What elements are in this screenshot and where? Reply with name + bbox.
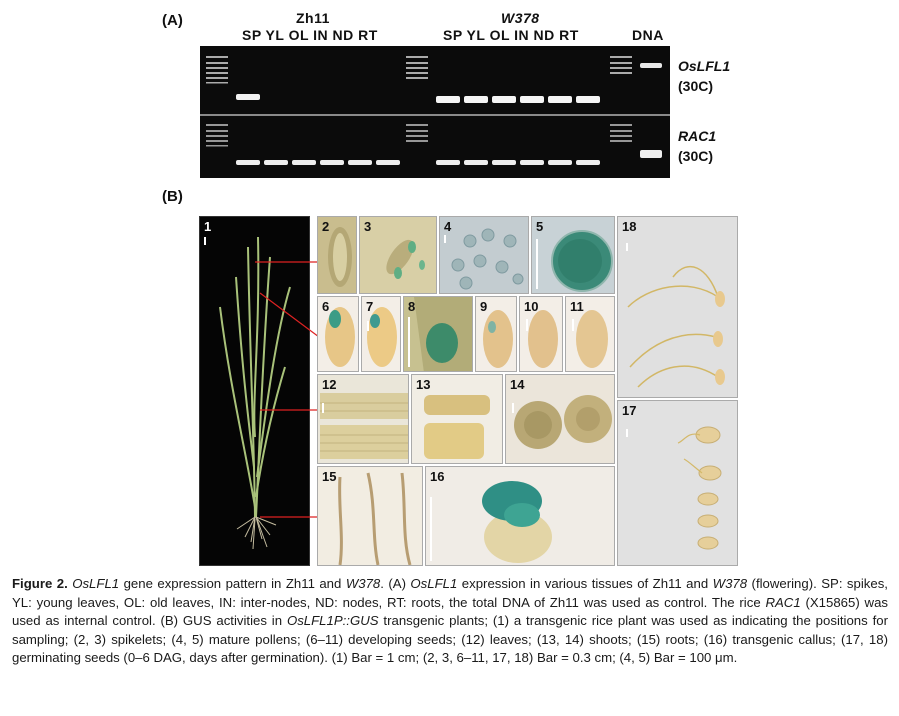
rac1-bands bbox=[236, 150, 662, 165]
ladder-left-bottom bbox=[206, 124, 228, 147]
gene-name-oslfl1: OsLFL1 bbox=[678, 58, 731, 74]
ladder-right-top bbox=[610, 56, 632, 74]
rice-plant-drawing bbox=[219, 236, 291, 550]
tile-number: 3 bbox=[364, 219, 372, 234]
caption-construct: OsLFL1P::GUS bbox=[286, 613, 379, 629]
tile-2-spikelet: 2 bbox=[317, 216, 357, 294]
tile-number: 7 bbox=[366, 299, 374, 314]
caption-text: (X15865) was used as internal control. (… bbox=[12, 594, 888, 629]
caption-strain: W378 bbox=[345, 576, 381, 591]
cycles-oslfl1: (30C) bbox=[678, 78, 714, 94]
ladder-left-top bbox=[206, 56, 228, 84]
dna-lane-label: DNA bbox=[632, 27, 664, 43]
tile-number: 17 bbox=[622, 403, 637, 418]
band-w378-ol-top bbox=[492, 96, 516, 103]
band-w378-in-top bbox=[520, 96, 544, 103]
caption-text: (flowering). SP: spikes, YL: young leave… bbox=[12, 576, 888, 610]
tile-1-whole-plant: 1 bbox=[199, 216, 310, 566]
caption-text: expression in various tissues of Zh11 an… bbox=[457, 576, 713, 591]
figure-caption: Figure 2. OsLFL1 gene expression pattern… bbox=[12, 575, 888, 668]
caption-strain: W378 bbox=[712, 576, 748, 591]
scale-bar bbox=[430, 497, 432, 561]
ladder-right-bottom bbox=[610, 124, 632, 142]
scale-bar bbox=[408, 317, 410, 367]
tile-14-shoot-sections: 14 bbox=[505, 374, 615, 464]
ladder-mid-top bbox=[406, 56, 428, 79]
caption-gene: OsLFL1 bbox=[72, 576, 120, 591]
tile-number: 12 bbox=[322, 377, 337, 392]
tile-11-seed: 11 bbox=[565, 296, 615, 372]
tile-13-shoots: 13 bbox=[411, 374, 503, 464]
tile-7-seed: 7 bbox=[361, 296, 401, 372]
scale-bar bbox=[626, 429, 628, 437]
band-zh11-sp-top bbox=[236, 94, 260, 100]
panel-b-label: (B) bbox=[162, 188, 183, 205]
w378-lane-labels: SP YL OL IN ND RT bbox=[443, 27, 579, 43]
scale-bar bbox=[512, 403, 514, 413]
tile-number: 8 bbox=[408, 299, 416, 314]
tile-number: 13 bbox=[416, 377, 431, 392]
tile-10-seed: 10 bbox=[519, 296, 563, 372]
tile-8-seed-closeup: 8 bbox=[403, 296, 473, 372]
zh11-group-label: Zh11 bbox=[296, 10, 330, 26]
band-w378-nd-top bbox=[548, 96, 572, 103]
tile-number: 9 bbox=[480, 299, 488, 314]
band-w378-yl-top bbox=[464, 96, 488, 103]
tile-15-roots: 15 bbox=[317, 466, 423, 566]
gene-label-oslfl1: OsLFL1 (30C) bbox=[678, 56, 730, 96]
ladder-mid-bottom bbox=[406, 124, 428, 142]
band-w378-rt-top bbox=[576, 96, 600, 103]
tile-number: 10 bbox=[524, 299, 539, 314]
scale-bar bbox=[626, 243, 628, 251]
caption-gene: RAC1 bbox=[765, 594, 801, 610]
tile-number: 5 bbox=[536, 219, 544, 234]
tile-9-seed: 9 bbox=[475, 296, 517, 372]
gene-name-rac1: RAC1 bbox=[678, 128, 717, 144]
scale-bar bbox=[536, 239, 538, 289]
tile-4-pollen: 4 bbox=[439, 216, 529, 294]
caption-text: . (A) bbox=[380, 576, 411, 591]
scale-bar bbox=[204, 237, 206, 245]
caption-figure-number: Figure 2. bbox=[12, 576, 68, 591]
scale-bar bbox=[526, 319, 528, 331]
band-dna-top bbox=[640, 63, 662, 68]
scale-bar bbox=[444, 235, 446, 243]
gene-label-rac1: RAC1 (30C) bbox=[678, 126, 716, 166]
tile-number: 18 bbox=[622, 219, 637, 234]
scale-bar bbox=[572, 319, 574, 331]
tile-3-spikelet: 3 bbox=[359, 216, 437, 294]
tile-6-seed: 6 bbox=[317, 296, 359, 372]
caption-text: transgenic plants; (1) a transgenic rice… bbox=[12, 613, 888, 666]
scale-bar bbox=[367, 321, 369, 331]
tile-number: 16 bbox=[430, 469, 445, 484]
zh11-lane-labels: SP YL OL IN ND RT bbox=[242, 27, 378, 43]
tile-number: 2 bbox=[322, 219, 330, 234]
gel-image bbox=[200, 46, 670, 178]
tile-number: 15 bbox=[322, 469, 337, 484]
tile-18-germinating-seeds: 18 bbox=[617, 216, 738, 398]
tile-16-callus: 16 bbox=[425, 466, 615, 566]
sampling-pointer-lines bbox=[255, 261, 320, 518]
caption-gene: OsLFL1 bbox=[410, 576, 458, 591]
scale-bar bbox=[322, 403, 324, 413]
tile-number: 1 bbox=[204, 219, 212, 234]
panel-a-label: (A) bbox=[162, 12, 183, 29]
w378-group-label: W378 bbox=[501, 10, 540, 26]
caption-text: gene expression pattern in Zh11 and bbox=[119, 576, 346, 591]
tile-number: 11 bbox=[570, 299, 584, 314]
tile-number: 6 bbox=[322, 299, 330, 314]
tile-5-pollen-grain: 5 bbox=[531, 216, 615, 294]
tile-12-leaves: 12 bbox=[317, 374, 409, 464]
tile-17-germinating-seeds: 17 bbox=[617, 400, 738, 566]
tile-number: 14 bbox=[510, 377, 525, 392]
band-w378-sp-top bbox=[436, 96, 460, 103]
cycles-rac1: (30C) bbox=[678, 148, 714, 164]
tile-number: 4 bbox=[444, 219, 452, 234]
